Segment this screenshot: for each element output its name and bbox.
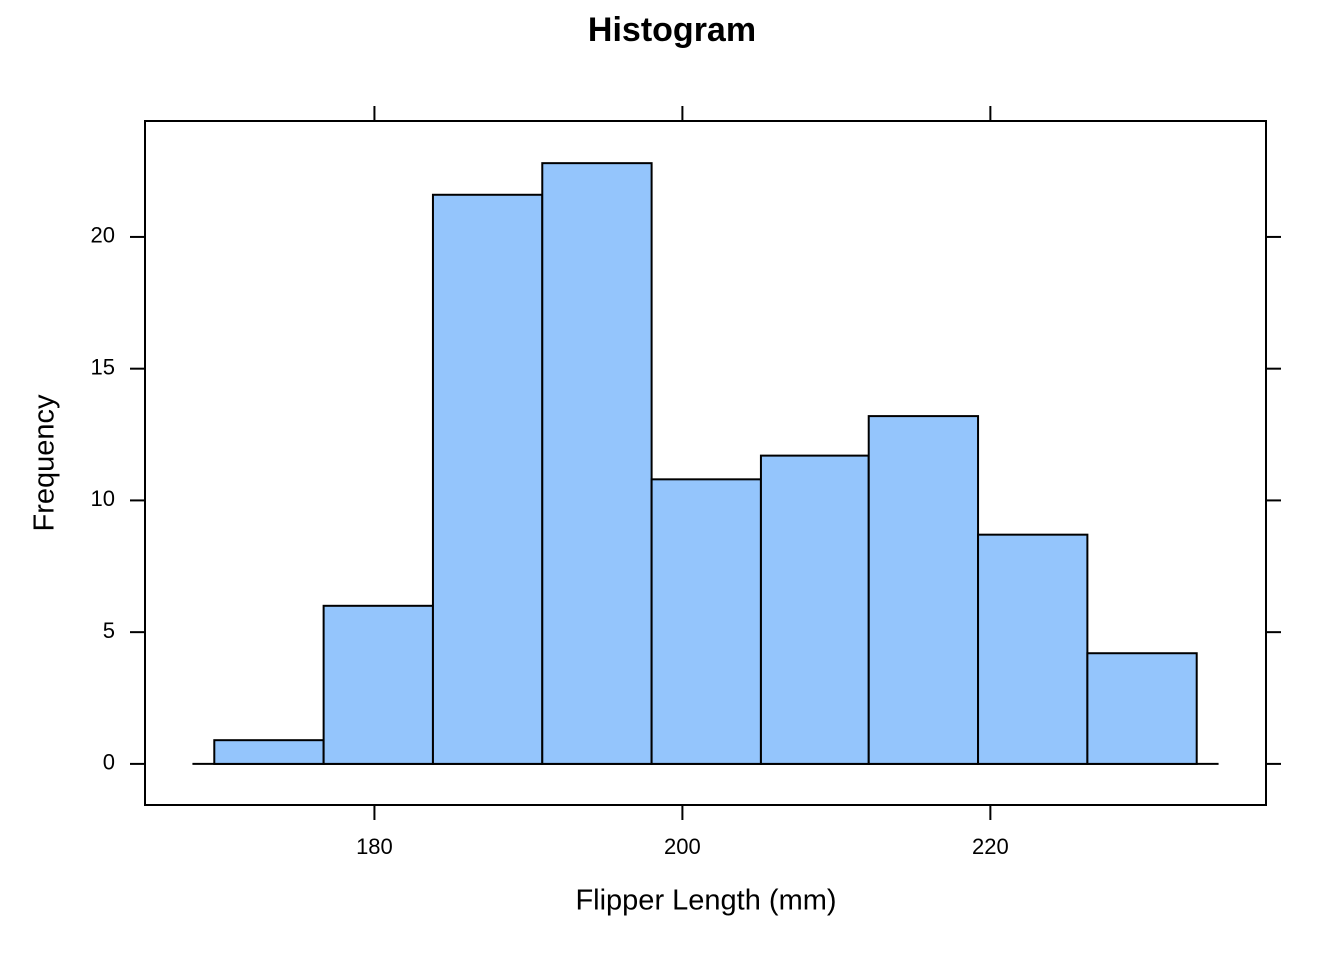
y-tick-label: 10 (91, 486, 115, 511)
y-tick-label: 20 (91, 223, 115, 248)
chart-title: Histogram (588, 11, 756, 49)
bar (541, 162, 653, 765)
y-tick-label: 5 (103, 618, 115, 643)
x-axis-label: Flipper Length (mm) (575, 885, 836, 917)
bar (431, 193, 544, 765)
panel-border (144, 120, 1267, 806)
bar (867, 415, 980, 765)
bar (650, 478, 762, 765)
bar (322, 604, 434, 765)
x-tick-label: 200 (664, 834, 701, 859)
bar (759, 454, 870, 765)
x-tick-label: 180 (356, 834, 393, 859)
y-axis-label: Frequency (29, 394, 61, 532)
x-tick-label: 220 (972, 834, 1009, 859)
bar (1086, 652, 1198, 765)
bar (213, 739, 325, 765)
y-tick-label: 0 (103, 750, 115, 775)
y-tick-label: 15 (91, 354, 115, 379)
bar (977, 533, 1089, 765)
